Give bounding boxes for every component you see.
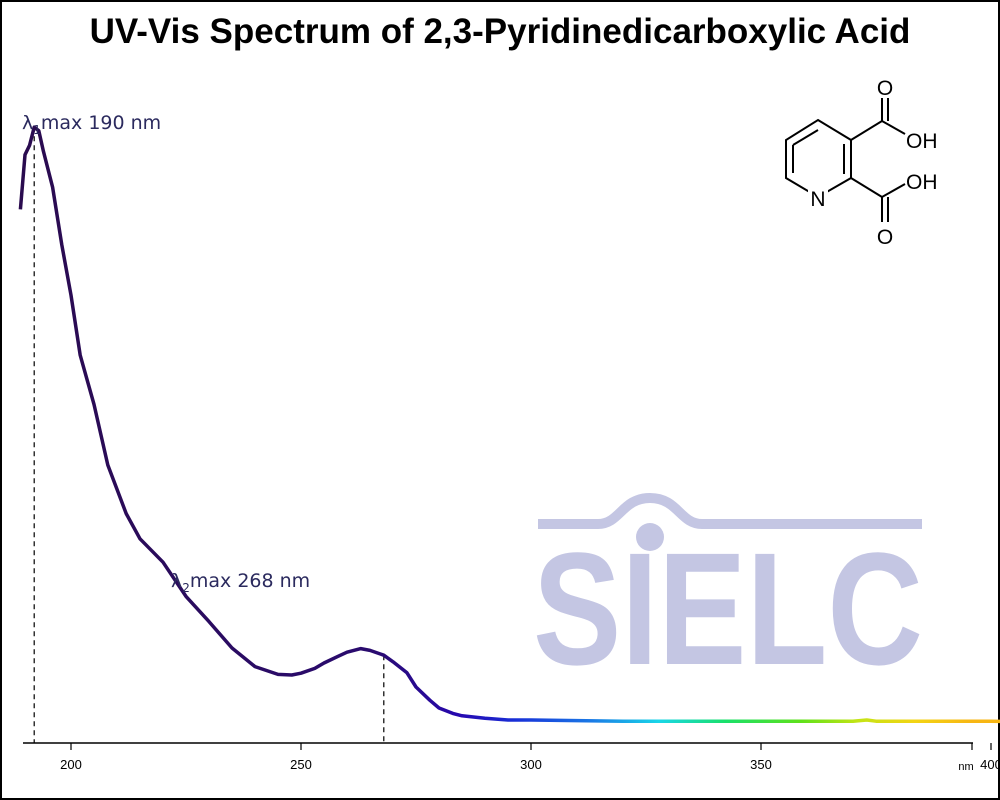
watermark-swoosh [538, 492, 922, 529]
o-top-label: O [877, 77, 893, 100]
x-tick-label: 400 [980, 757, 1000, 772]
x-unit-label: nm [958, 761, 973, 773]
lambda2-text: max 268 nm [190, 570, 310, 592]
x-tick-label: 300 [520, 757, 542, 772]
x-axis-ticks: 200250300350400450500550nm [60, 743, 1000, 773]
chart-title: UV-Vis Spectrum of 2,3-Pyridinedicarboxy… [89, 12, 911, 51]
watermark-text: SIELC [533, 519, 923, 698]
n-atom-background [808, 188, 828, 208]
lambda2-annotation: λ2max 268 nm [171, 570, 310, 595]
lambda1-symbol: λ [22, 112, 33, 134]
o-bottom-label: O [877, 226, 893, 249]
peak-marker-lines [33, 127, 385, 743]
lambda1-text: max 190 nm [41, 112, 161, 134]
x-tick-label: 250 [290, 757, 312, 772]
spectrum-line [18, 125, 1000, 724]
watermark-dot [636, 523, 664, 551]
x-tick-label: 350 [750, 757, 772, 772]
chemical-structure [785, 98, 906, 222]
oh-bottom-label: OH [906, 171, 938, 194]
x-tick-label: 200 [60, 757, 82, 772]
lambda2-subscript: 2 [182, 581, 190, 595]
lambda1-subscript: 1 [33, 123, 41, 137]
oh-top-label: OH [906, 130, 938, 153]
sielc-watermark: SIELC [533, 492, 923, 698]
lambda1-annotation: λ1max 190 nm [22, 112, 161, 137]
n-atom-label: N [810, 188, 825, 211]
lambda2-symbol: λ [171, 570, 182, 592]
